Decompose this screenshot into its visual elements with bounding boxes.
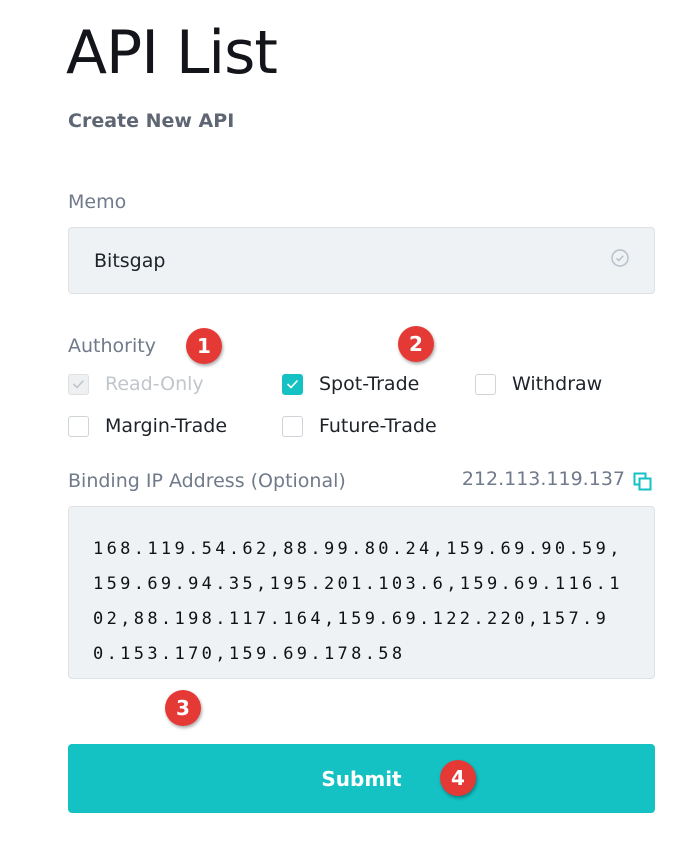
checkbox-label: Spot-Trade xyxy=(319,373,420,395)
memo-label: Memo xyxy=(68,191,127,213)
page-title: API List xyxy=(66,18,278,88)
ip-label: Binding IP Address (Optional) xyxy=(68,470,346,492)
checkbox-label: Read-Only xyxy=(105,373,204,395)
checkbox-withdraw[interactable]: Withdraw xyxy=(475,373,602,395)
annotation-badge-2: 2 xyxy=(398,326,434,362)
ip-address-value: 168.119.54.62,88.99.80.24,159.69.90.59,1… xyxy=(93,539,623,664)
submit-button[interactable]: Submit xyxy=(68,744,655,813)
checkbox-checked-icon xyxy=(282,373,303,395)
check-circle-icon xyxy=(611,249,629,272)
memo-input[interactable]: Bitsgap xyxy=(68,227,655,294)
checkbox-icon xyxy=(475,373,496,395)
section-subtitle: Create New API xyxy=(68,110,235,132)
copy-icon[interactable] xyxy=(633,472,653,496)
checkbox-label: Margin-Trade xyxy=(105,415,228,437)
checkbox-icon xyxy=(68,415,89,437)
current-ip: 212.113.119.137 xyxy=(461,468,625,490)
submit-label: Submit xyxy=(321,766,402,791)
checkbox-margin-trade[interactable]: Margin-Trade xyxy=(68,415,227,437)
authority-label: Authority xyxy=(68,335,156,357)
checkbox-spot-trade[interactable]: Spot-Trade xyxy=(282,373,419,395)
checkbox-read-only[interactable]: Read-Only xyxy=(68,373,204,395)
annotation-badge-3: 3 xyxy=(165,690,201,726)
checkbox-icon xyxy=(282,415,303,437)
annotation-badge-1: 1 xyxy=(186,328,222,364)
checkbox-checked-icon xyxy=(68,373,89,395)
checkbox-label: Future-Trade xyxy=(319,415,437,437)
memo-value: Bitsgap xyxy=(94,249,166,272)
checkbox-label: Withdraw xyxy=(512,373,603,395)
checkbox-future-trade[interactable]: Future-Trade xyxy=(282,415,437,437)
annotation-badge-4: 4 xyxy=(440,760,476,796)
ip-address-textarea[interactable]: 168.119.54.62,88.99.80.24,159.69.90.59,1… xyxy=(68,506,655,679)
